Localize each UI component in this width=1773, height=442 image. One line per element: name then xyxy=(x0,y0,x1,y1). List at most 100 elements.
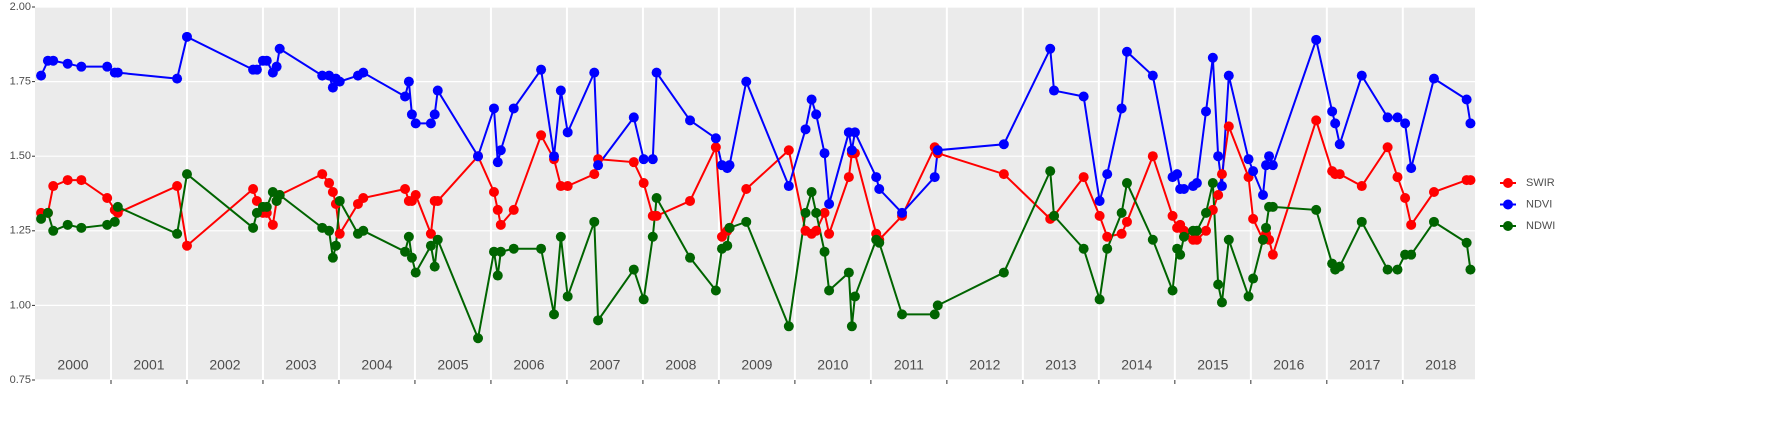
data-point xyxy=(1382,142,1393,153)
data-point xyxy=(400,184,411,195)
data-point xyxy=(327,82,338,93)
data-point xyxy=(874,184,885,195)
data-point xyxy=(1094,210,1105,221)
data-point xyxy=(1121,46,1132,57)
data-point xyxy=(589,169,600,180)
data-point xyxy=(1223,121,1234,132)
data-point xyxy=(324,178,335,189)
data-point xyxy=(647,154,658,165)
data-point xyxy=(1461,94,1472,105)
data-point xyxy=(806,187,817,198)
data-point xyxy=(473,333,484,344)
data-point xyxy=(710,142,721,153)
data-point xyxy=(327,252,338,263)
data-point xyxy=(536,243,547,254)
data-point xyxy=(1102,169,1113,180)
data-point xyxy=(1392,172,1403,183)
data-point xyxy=(36,213,47,224)
data-point xyxy=(849,127,860,138)
data-point xyxy=(1428,73,1439,84)
data-point xyxy=(783,321,794,332)
x-tick-label: 2004 xyxy=(361,357,392,373)
data-point xyxy=(492,204,503,215)
data-point xyxy=(48,55,59,66)
data-point xyxy=(1334,261,1345,272)
data-point xyxy=(172,228,183,239)
x-tick-label: 2015 xyxy=(1197,357,1228,373)
data-point xyxy=(647,231,658,242)
data-point xyxy=(1248,213,1259,224)
x-tick-label: 2011 xyxy=(894,357,924,373)
data-point xyxy=(488,246,499,257)
data-point xyxy=(508,204,519,215)
data-point xyxy=(1102,231,1113,242)
data-point xyxy=(358,67,369,78)
data-point xyxy=(1094,294,1105,305)
data-point xyxy=(536,64,547,75)
data-point xyxy=(1049,210,1060,221)
data-point xyxy=(1213,151,1224,162)
data-point xyxy=(685,115,696,126)
data-point xyxy=(846,321,857,332)
data-point xyxy=(1223,234,1234,245)
data-point xyxy=(492,270,503,281)
data-point xyxy=(425,240,436,251)
x-tick-label: 2008 xyxy=(665,357,696,373)
data-point xyxy=(929,172,940,183)
data-point xyxy=(274,43,285,54)
data-point xyxy=(1400,118,1411,129)
data-point xyxy=(628,264,639,275)
data-point xyxy=(495,246,506,257)
data-point xyxy=(589,216,600,227)
data-point xyxy=(1382,264,1393,275)
data-point xyxy=(1406,219,1417,230)
x-tick-label: 2018 xyxy=(1425,357,1456,373)
legend-marker xyxy=(1503,178,1513,188)
data-point xyxy=(998,267,1009,278)
x-tick-label: 2003 xyxy=(285,357,316,373)
data-point xyxy=(1356,216,1367,227)
data-point xyxy=(741,184,752,195)
data-point xyxy=(488,187,499,198)
data-point xyxy=(1356,70,1367,81)
data-point xyxy=(849,291,860,302)
data-point xyxy=(1267,249,1278,260)
data-point xyxy=(722,240,733,251)
data-point xyxy=(42,207,53,218)
data-point xyxy=(651,67,662,78)
data-point xyxy=(638,178,649,189)
data-point xyxy=(1257,189,1268,200)
x-tick-label: 2017 xyxy=(1349,357,1380,373)
data-point xyxy=(48,181,59,192)
data-point xyxy=(1334,169,1345,180)
data-point xyxy=(724,222,735,233)
data-point xyxy=(1102,243,1113,254)
data-point xyxy=(741,216,752,227)
data-point xyxy=(811,207,822,218)
data-point xyxy=(1311,204,1322,215)
data-point xyxy=(432,195,443,206)
data-point xyxy=(406,252,417,263)
y-tick-label: 0.75 xyxy=(10,374,31,386)
x-tick-label: 2007 xyxy=(589,357,620,373)
data-point xyxy=(76,175,87,186)
data-point xyxy=(562,181,573,192)
data-point xyxy=(1330,118,1341,129)
data-point xyxy=(508,103,519,114)
data-point xyxy=(1267,160,1278,171)
data-point xyxy=(410,189,421,200)
data-point xyxy=(400,246,411,257)
data-point xyxy=(1094,195,1105,206)
y-tick-label: 1.75 xyxy=(10,76,31,88)
data-point xyxy=(628,112,639,123)
x-tick-label: 2005 xyxy=(437,357,468,373)
data-point xyxy=(400,91,411,102)
data-point xyxy=(811,225,822,236)
data-point xyxy=(181,31,192,42)
x-tick-label: 2002 xyxy=(209,357,240,373)
x-tick-label: 2009 xyxy=(741,357,772,373)
data-point xyxy=(1264,151,1275,162)
data-point xyxy=(929,309,940,320)
data-point xyxy=(1334,139,1345,150)
